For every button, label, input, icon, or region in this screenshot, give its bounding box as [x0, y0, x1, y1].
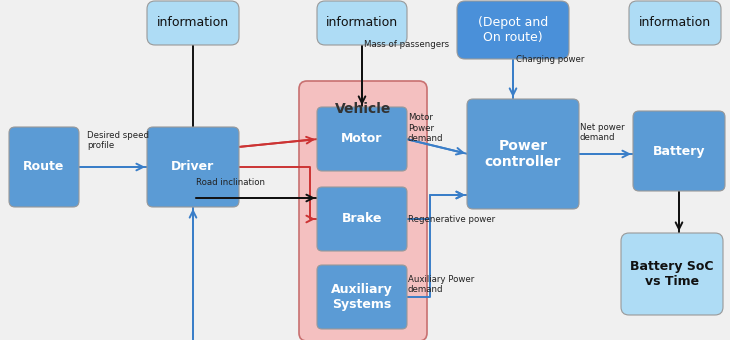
- Text: Auxiliary Power
demand: Auxiliary Power demand: [408, 275, 474, 294]
- FancyBboxPatch shape: [147, 1, 239, 45]
- FancyBboxPatch shape: [629, 1, 721, 45]
- Text: information: information: [326, 17, 398, 30]
- FancyBboxPatch shape: [467, 99, 579, 209]
- Text: Motor
Power
demand: Motor Power demand: [408, 113, 444, 143]
- Text: (Depot and
On route): (Depot and On route): [478, 16, 548, 44]
- FancyBboxPatch shape: [317, 1, 407, 45]
- Text: Power
controller: Power controller: [485, 139, 561, 169]
- FancyBboxPatch shape: [9, 127, 79, 207]
- Text: Regenerative power: Regenerative power: [408, 215, 495, 224]
- Text: Vehicle: Vehicle: [335, 102, 391, 116]
- Text: Route: Route: [23, 160, 65, 173]
- Text: information: information: [157, 17, 229, 30]
- FancyBboxPatch shape: [317, 107, 407, 171]
- Text: information: information: [639, 17, 711, 30]
- Text: Battery: Battery: [653, 144, 705, 157]
- FancyBboxPatch shape: [299, 81, 427, 340]
- Text: Motor: Motor: [342, 133, 383, 146]
- FancyBboxPatch shape: [621, 233, 723, 315]
- FancyBboxPatch shape: [633, 111, 725, 191]
- FancyBboxPatch shape: [147, 127, 239, 207]
- FancyBboxPatch shape: [317, 187, 407, 251]
- Text: Battery SoC
vs Time: Battery SoC vs Time: [630, 260, 714, 288]
- Text: Desired speed
profile: Desired speed profile: [87, 131, 149, 150]
- Text: Charging power: Charging power: [516, 55, 585, 64]
- Text: Road inclination: Road inclination: [196, 178, 265, 187]
- Text: Auxiliary
Systems: Auxiliary Systems: [331, 283, 393, 311]
- Text: Brake: Brake: [342, 212, 383, 225]
- FancyBboxPatch shape: [317, 265, 407, 329]
- Text: Net power
demand: Net power demand: [580, 123, 625, 142]
- FancyBboxPatch shape: [457, 1, 569, 59]
- Text: Mass of passengers: Mass of passengers: [364, 40, 449, 49]
- Text: Driver: Driver: [172, 160, 215, 173]
